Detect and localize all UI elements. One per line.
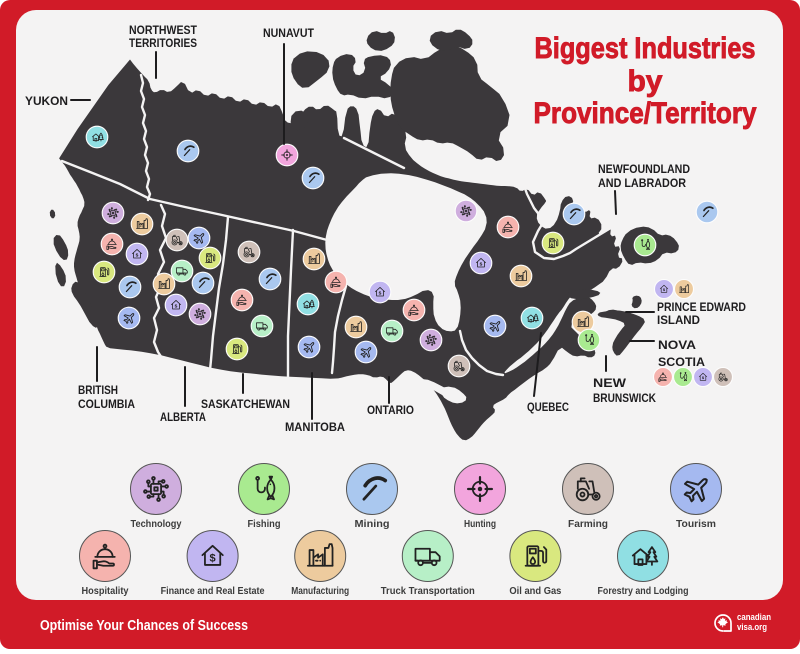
svg-text:SCOTIA: SCOTIA	[658, 355, 705, 369]
svg-text:BRITISH: BRITISH	[78, 383, 118, 397]
svg-text:NOVA: NOVA	[658, 338, 696, 352]
svg-text:Truck Transportation: Truck Transportation	[381, 585, 475, 597]
svg-text:NEW: NEW	[593, 376, 627, 390]
svg-text:TERRITORIES: TERRITORIES	[129, 36, 197, 50]
svg-text:BRUNSWICK: BRUNSWICK	[593, 391, 656, 405]
svg-text:SASKATCHEWAN: SASKATCHEWAN	[201, 397, 290, 411]
svg-text:Fishing: Fishing	[248, 518, 281, 530]
svg-text:ALBERTA: ALBERTA	[160, 410, 206, 424]
svg-text:QUEBEC: QUEBEC	[527, 400, 569, 414]
svg-text:Forestry and Lodging: Forestry and Lodging	[598, 585, 689, 597]
svg-text:Hunting: Hunting	[464, 518, 496, 530]
svg-text:Biggest Industries: Biggest Industries	[535, 32, 756, 65]
svg-text:Manufacturing: Manufacturing	[291, 585, 349, 597]
svg-text:Province/Territory: Province/Territory	[534, 97, 757, 130]
svg-text:NEWFOUNDLAND: NEWFOUNDLAND	[598, 162, 690, 176]
svg-text:Farming: Farming	[568, 518, 608, 530]
svg-text:Hospitality: Hospitality	[82, 585, 129, 597]
svg-text:MANITOBA: MANITOBA	[285, 420, 345, 434]
svg-text:YUKON: YUKON	[25, 94, 68, 108]
svg-text:PRINCE EDWARD: PRINCE EDWARD	[657, 300, 746, 314]
svg-text:Tourism: Tourism	[676, 518, 716, 530]
svg-text:visa.org: visa.org	[737, 622, 767, 632]
svg-text:Oil and Gas: Oil and Gas	[509, 585, 561, 597]
svg-text:ISLAND: ISLAND	[657, 313, 700, 327]
svg-text:Optimise Your Chances of Succe: Optimise Your Chances of Success	[40, 618, 248, 634]
svg-text:Mining: Mining	[355, 518, 390, 530]
svg-text:NUNAVUT: NUNAVUT	[263, 26, 315, 40]
svg-text:COLUMBIA: COLUMBIA	[78, 397, 135, 411]
svg-text:ONTARIO: ONTARIO	[367, 403, 414, 417]
svg-text:Finance and Real Estate: Finance and Real Estate	[161, 585, 265, 597]
svg-text:by: by	[627, 65, 662, 98]
svg-text:NORTHWEST: NORTHWEST	[129, 23, 198, 37]
svg-text:AND LABRADOR: AND LABRADOR	[598, 176, 686, 190]
svg-text:Technology: Technology	[131, 518, 182, 530]
svg-text:canadian: canadian	[737, 612, 771, 622]
